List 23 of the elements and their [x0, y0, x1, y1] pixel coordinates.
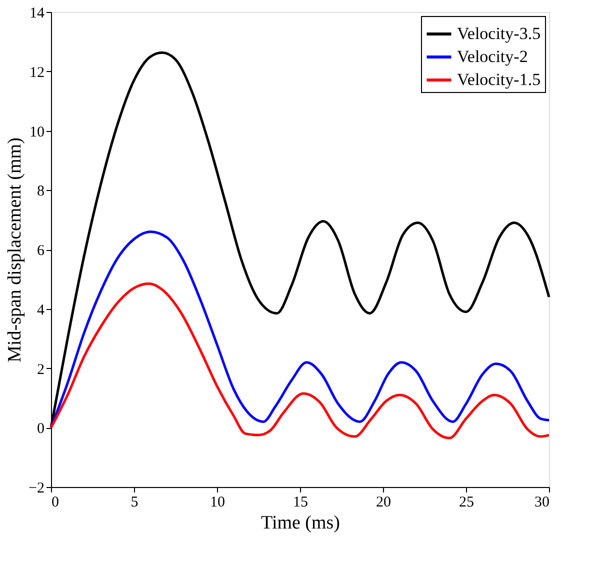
x-tick-label: 25	[459, 494, 474, 510]
y-tick-label: 14	[30, 6, 45, 22]
x-tick-label: 30	[534, 494, 550, 510]
legend-label: Velocity-1.5	[457, 70, 541, 89]
line-series	[50, 282, 550, 440]
y-tick-label: 12	[30, 64, 44, 81]
y-tick-label: 2	[37, 362, 44, 378]
y-tick-label: −2	[28, 480, 44, 496]
y-tick-label: 10	[30, 124, 44, 140]
x-axis-title: Time (ms)	[260, 512, 340, 534]
x-tick-label: 0	[52, 494, 59, 510]
x-tick-label: 20	[376, 494, 391, 510]
y-tick-label: 8	[37, 184, 44, 200]
y-tick-label: 6	[37, 243, 45, 259]
x-tick-label: 15	[293, 494, 308, 510]
legend-label: Velocity-3.5	[457, 24, 541, 43]
y-tick-label: 4	[37, 302, 45, 318]
y-tick-label: 0	[37, 421, 44, 438]
x-tick-label: 5	[130, 494, 138, 510]
y-axis-title: Mid-span displacement (mm)	[4, 138, 26, 362]
line-series	[50, 230, 550, 429]
x-tick-label: 10	[210, 494, 225, 510]
legend-label: Velocity-2	[457, 47, 528, 66]
